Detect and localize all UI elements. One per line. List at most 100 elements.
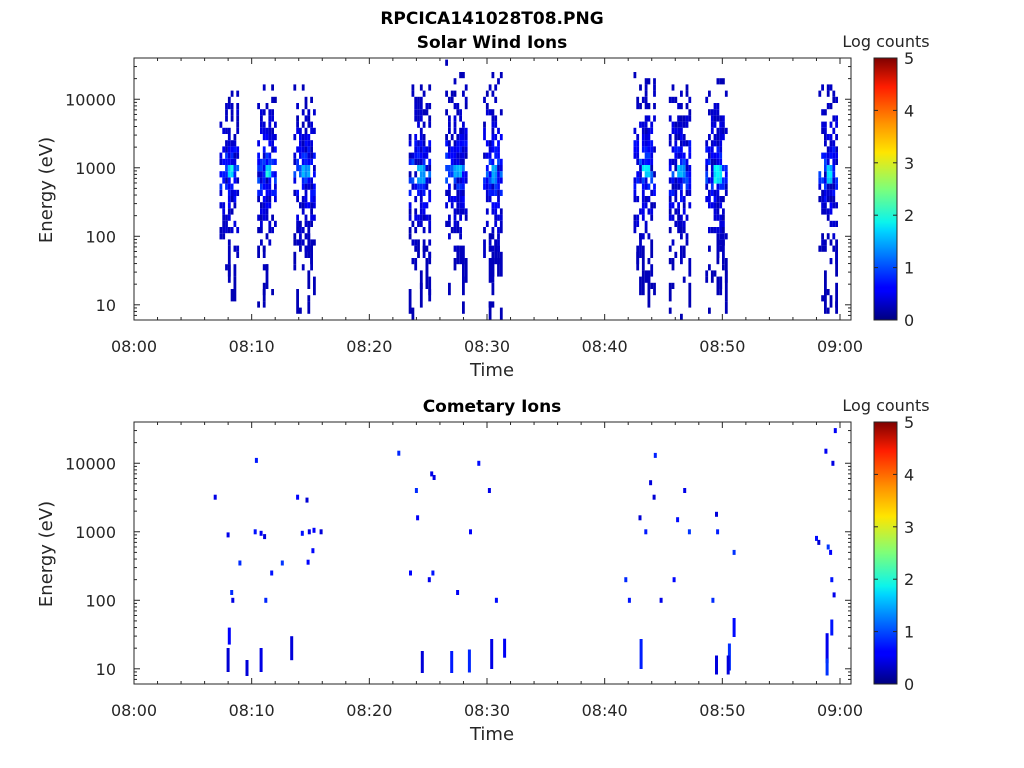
spectrogram-cell xyxy=(260,227,263,234)
colorbar-label: Log counts xyxy=(842,32,929,51)
spectrogram-cell xyxy=(829,121,833,128)
spectrogram-cell xyxy=(676,517,680,523)
spectrogram-cell xyxy=(624,577,628,583)
spectrogram-cell xyxy=(650,171,654,178)
spectrogram-cell xyxy=(835,258,838,277)
spectrogram-cell xyxy=(680,127,683,134)
spectrogram-cell xyxy=(659,597,663,603)
x-tick-label: 08:40 xyxy=(582,337,628,356)
spectrogram-cell xyxy=(274,146,277,153)
spectrogram-cell xyxy=(719,177,723,184)
spectrogram-cell xyxy=(414,214,418,221)
spectrogram-cell xyxy=(430,471,434,477)
spectrogram-cell xyxy=(274,134,277,141)
spectrogram-cell xyxy=(644,140,648,147)
spectrogram-cell xyxy=(417,121,420,128)
spectrogram-cell xyxy=(230,196,234,203)
spectrogram-cell xyxy=(682,208,686,215)
spectrogram-cell xyxy=(299,239,302,246)
spectrogram-cell xyxy=(835,220,838,227)
spectrogram-cell xyxy=(641,196,645,203)
spectrogram-cell xyxy=(408,158,412,165)
spectrogram-cell xyxy=(408,233,412,240)
spectrogram-cell xyxy=(488,146,492,153)
spectrogram-cell xyxy=(719,127,723,134)
spectrogram-cell xyxy=(719,239,723,246)
spectrogram-cell xyxy=(293,264,297,271)
spectrogram-cell xyxy=(488,140,492,147)
spectrogram-cell xyxy=(497,239,500,246)
spectrogram-cell xyxy=(685,140,689,147)
spectrogram-cell xyxy=(494,165,498,172)
spectrogram-cell xyxy=(682,171,686,178)
x-tick-label: 08:40 xyxy=(582,701,628,720)
spectrogram-cell xyxy=(419,196,423,203)
spectrogram-cell xyxy=(464,152,468,159)
spectrogram-cell xyxy=(459,196,462,203)
spectrogram-cell xyxy=(408,289,412,314)
spectrogram-cell xyxy=(462,171,465,178)
panel-title: Cometary Ions xyxy=(423,397,562,417)
spectrogram-cell xyxy=(307,183,311,190)
spectrogram-cell xyxy=(225,220,228,227)
spectrogram-cell xyxy=(236,227,240,234)
spectrogram-cell xyxy=(313,202,316,209)
spectrogram-cell xyxy=(831,460,835,466)
spectrogram-cell xyxy=(832,245,836,252)
spectrogram-cell xyxy=(688,109,692,116)
spectrogram-cell xyxy=(453,90,457,97)
spectrogram-cell xyxy=(680,115,683,122)
spectrogram-cell xyxy=(716,177,720,184)
spectrogram-cell xyxy=(230,289,234,302)
x-tick-label: 08:50 xyxy=(699,337,745,356)
spectrogram-cell xyxy=(499,220,503,227)
spectrogram-cell xyxy=(719,202,723,209)
spectrogram-cell xyxy=(411,183,415,190)
spectrogram-cell xyxy=(260,121,263,128)
spectrogram-cell xyxy=(227,196,231,203)
spectrogram-cell xyxy=(680,313,683,320)
spectrogram-cell xyxy=(464,214,468,221)
spectrogram-cell xyxy=(826,544,830,550)
spectrogram-cell xyxy=(417,109,420,116)
spectrogram-cell xyxy=(233,245,237,252)
spectrogram-cell xyxy=(688,282,692,308)
spectrogram-cell xyxy=(462,140,465,147)
spectrogram-cell xyxy=(462,245,465,265)
spectrogram-cell xyxy=(301,227,305,234)
spectrogram-cell xyxy=(491,109,495,116)
spectrogram-cell xyxy=(422,183,426,190)
spectrogram-cell xyxy=(818,183,822,190)
spectrogram-cell xyxy=(713,171,717,178)
spectrogram-cell xyxy=(293,134,297,141)
spectrogram-cell xyxy=(826,208,830,215)
spectrogram-cell xyxy=(722,127,725,134)
spectrogram-cell xyxy=(680,90,683,97)
spectrogram-cell xyxy=(829,140,833,147)
spectrogram-cell xyxy=(488,233,492,240)
spectrogram-cell xyxy=(425,183,429,190)
spectrogram-cell xyxy=(680,140,683,147)
spectrogram-cell xyxy=(710,158,714,165)
spectrogram-cell xyxy=(428,158,432,165)
spectrogram-cell xyxy=(464,258,468,283)
spectrogram-cell xyxy=(307,177,311,184)
spectrogram-cell xyxy=(644,220,648,227)
spectrogram-cell xyxy=(715,511,718,517)
spectrogram-cell xyxy=(674,127,678,134)
spectrogram-cell xyxy=(257,214,260,221)
spectrogram-cell xyxy=(685,84,689,91)
spectrogram-cell xyxy=(299,171,302,178)
spectrogram-cell xyxy=(236,251,240,258)
spectrogram-cell xyxy=(724,171,728,178)
spectrogram-cell xyxy=(445,152,448,159)
spectrogram-cell xyxy=(257,189,260,196)
spectrogram-cell xyxy=(680,171,683,178)
spectrogram-cell xyxy=(450,152,454,159)
spectrogram-cell xyxy=(671,146,675,153)
spectrogram-cell xyxy=(644,227,648,234)
spectrogram-cell xyxy=(716,239,720,246)
spectrogram-cell xyxy=(464,177,468,184)
spectrogram-cell xyxy=(459,127,462,134)
spectrogram-cell xyxy=(633,152,637,159)
